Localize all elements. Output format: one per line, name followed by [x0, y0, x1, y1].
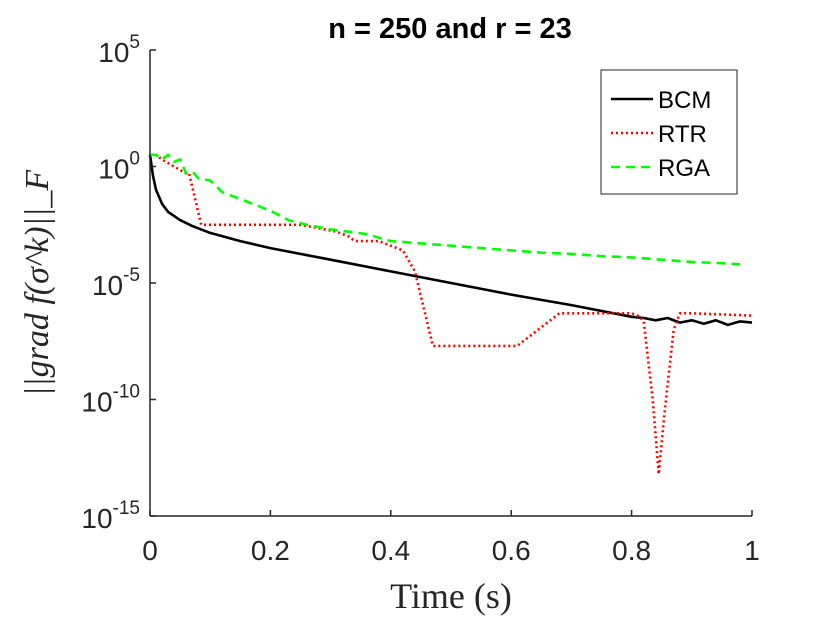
legend-label-bcm: BCM	[658, 87, 711, 114]
y-tick-exponent: 0	[129, 149, 140, 170]
x-axis-label: Time (s)	[390, 576, 512, 616]
chart-title: n = 250 and r = 23	[328, 13, 571, 45]
x-tick-label: 0.8	[612, 535, 651, 566]
x-tick-label: 0.6	[492, 535, 531, 566]
x-ticks: 0 0.2 0.4 0.6 0.8 1	[142, 510, 760, 566]
legend-items: BCM RTR RGA	[611, 87, 711, 182]
y-tick-label: 100	[98, 149, 140, 185]
y-tick-base: 10	[92, 270, 123, 301]
y-tick-base: 10	[81, 503, 112, 534]
legend-label-rga: RGA	[658, 155, 710, 182]
x-tick-label: 0.2	[251, 535, 290, 566]
y-axis-label-text: ||grad f(σ^k)||_F	[19, 169, 56, 396]
y-tick-base: 10	[81, 387, 112, 418]
legend-box	[600, 69, 738, 195]
y-tick-exponent: -15	[113, 498, 140, 519]
series-layer	[148, 153, 753, 476]
x-tick-label: 0	[142, 535, 158, 566]
y-axis-label: ||grad f(σ^k)||_F	[19, 169, 56, 396]
y-tick-base: 10	[98, 154, 129, 185]
x-tick-label: 1	[744, 535, 760, 566]
series-line-rga	[150, 153, 741, 266]
y-tick-label: 10-15	[81, 498, 140, 534]
x-tick-label: 0.4	[371, 535, 410, 566]
y-tick-exponent: -5	[123, 265, 140, 286]
y-tick-label: 105	[98, 32, 140, 68]
y-tick-exponent: -10	[113, 382, 140, 403]
legend: BCM RTR RGA	[600, 69, 738, 195]
series-line-rtr	[150, 153, 753, 476]
y-tick-label: 10-10	[81, 382, 140, 418]
y-tick-exponent: 5	[129, 32, 140, 53]
y-tick-base: 10	[98, 37, 129, 68]
series-line-bcm	[148, 154, 753, 327]
y-tick-label: 10-5	[92, 265, 140, 301]
legend-label-rtr: RTR	[658, 121, 707, 148]
